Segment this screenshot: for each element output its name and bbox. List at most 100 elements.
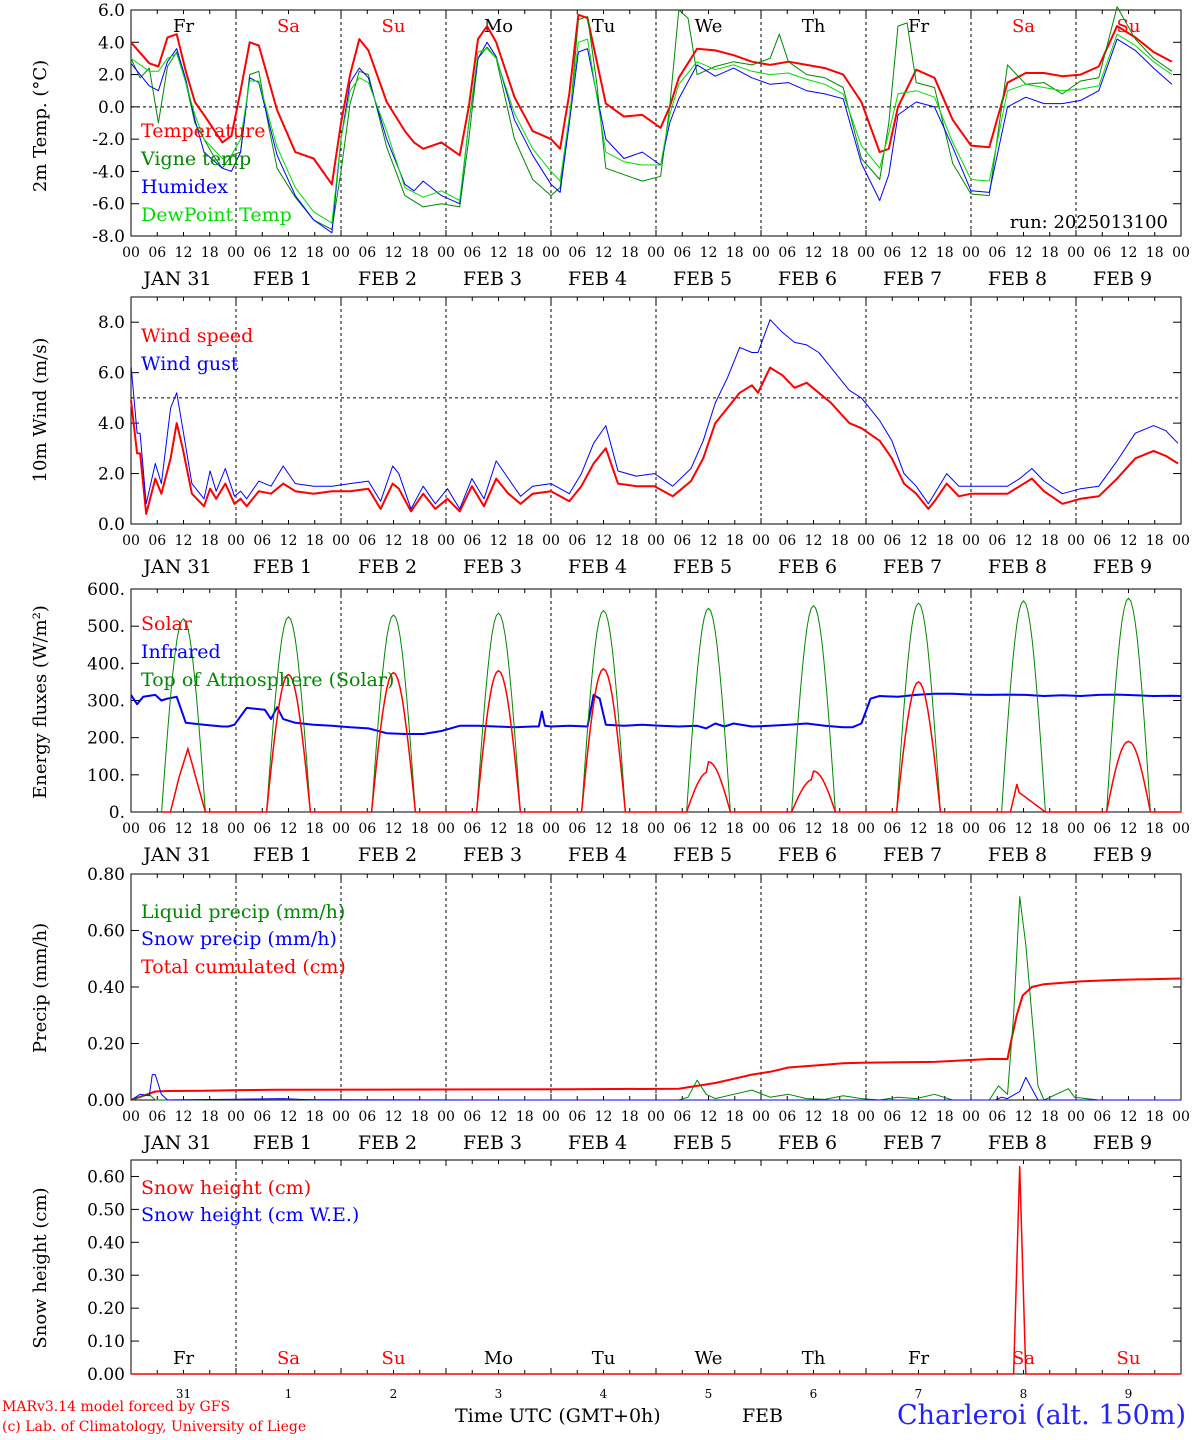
hour-tick-label: 00 [542, 533, 560, 549]
hour-tick-label: 12 [385, 533, 403, 549]
hour-tick-label: 12 [910, 1109, 928, 1125]
date-label: FEB 6 [778, 556, 837, 578]
hour-tick-label: 18 [411, 821, 429, 837]
hour-tick-label: 06 [883, 245, 901, 261]
hour-tick-label: 00 [227, 821, 245, 837]
date-label: FEB 1 [253, 556, 312, 578]
date-label: FEB 3 [463, 268, 522, 290]
hour-tick-label: 00 [1067, 533, 1085, 549]
hour-tick-label: 18 [516, 821, 534, 837]
series-solar [161, 667, 1181, 813]
hour-tick-label: 06 [358, 821, 376, 837]
hour-tick-label: 00 [437, 245, 455, 261]
date-label: FEB 7 [883, 556, 942, 578]
hour-tick-label: 00 [752, 821, 770, 837]
y-axis-title: Energy fluxes (W/m²) [30, 605, 51, 799]
y-tick-label: 0.80 [87, 865, 125, 885]
hour-tick-label: 18 [306, 533, 324, 549]
hour-tick-label: 00 [227, 533, 245, 549]
weekday-label: Th [802, 16, 826, 37]
hour-tick-label: 12 [1120, 245, 1138, 261]
hour-tick-label: 00 [1172, 1109, 1190, 1125]
y-tick-label: 0.60 [87, 922, 125, 942]
hour-tick-label: 18 [726, 821, 744, 837]
date-label: FEB 8 [988, 268, 1047, 290]
bottom-day-number: 9 [1125, 1387, 1133, 1401]
hour-tick-label: 12 [910, 821, 928, 837]
weekday-label: Fr [173, 16, 194, 37]
legend-entry: Solar [141, 613, 193, 635]
hour-tick-label: 06 [148, 533, 166, 549]
hour-tick-label: 00 [857, 245, 875, 261]
y-tick-label: 0.40 [87, 1233, 125, 1253]
y-tick-label: 0.00 [87, 1091, 125, 1111]
hour-tick-label: 18 [411, 1109, 429, 1125]
series-humidex [130, 38, 1173, 234]
weekday-label: Mo [484, 1348, 513, 1369]
bottom-day-number: 1 [285, 1387, 293, 1401]
hour-tick-label: 18 [621, 821, 639, 837]
hour-tick-label: 12 [490, 1109, 508, 1125]
y-tick-label: 500. [87, 617, 125, 637]
hour-tick-label: 12 [805, 1109, 823, 1125]
y-tick-label: -8.0 [92, 227, 125, 247]
weekday-label: Su [382, 1348, 406, 1369]
hour-tick-label: 12 [700, 533, 718, 549]
hour-tick-label: 18 [1146, 821, 1164, 837]
hour-tick-label: 18 [1041, 245, 1059, 261]
date-label: FEB 7 [883, 844, 942, 866]
hour-tick-label: 06 [253, 245, 271, 261]
hour-tick-label: 06 [883, 821, 901, 837]
hour-tick-label: 18 [621, 1109, 639, 1125]
y-tick-label: -2.0 [92, 130, 125, 150]
weekday-label: We [695, 16, 723, 37]
hour-tick-label: 06 [568, 245, 586, 261]
hour-tick-label: 12 [700, 245, 718, 261]
legend-entry: Total cumulated (cm) [141, 956, 346, 978]
y-tick-label: -6.0 [92, 195, 125, 215]
legend-entry: Wind speed [141, 325, 253, 347]
hour-tick-label: 18 [1146, 533, 1164, 549]
hour-tick-label: 00 [857, 533, 875, 549]
hour-tick-label: 12 [595, 1109, 613, 1125]
hour-tick-label: 00 [962, 1109, 980, 1125]
hour-tick-label: 12 [1120, 1109, 1138, 1125]
panel-frame-3 [130, 588, 1182, 813]
date-label: FEB 8 [988, 1132, 1047, 1154]
hour-tick-label: 18 [201, 1109, 219, 1125]
hour-tick-label: 06 [568, 1109, 586, 1125]
y-tick-label: 0.20 [87, 1035, 125, 1055]
hour-tick-label: 00 [752, 245, 770, 261]
hour-tick-label: 18 [201, 821, 219, 837]
date-label: FEB 6 [778, 844, 837, 866]
hour-tick-label: 00 [542, 1109, 560, 1125]
hour-tick-label: 06 [1093, 245, 1111, 261]
legend-entry: Temperature [141, 120, 265, 142]
y-tick-label: 100. [87, 766, 125, 786]
hour-tick-label: 12 [595, 533, 613, 549]
weekday-label: Tu [592, 1348, 616, 1369]
hour-tick-label: 12 [805, 533, 823, 549]
y-tick-label: 0.50 [87, 1200, 125, 1220]
hour-tick-label: 12 [595, 821, 613, 837]
hour-tick-label: 18 [306, 1109, 324, 1125]
bottom-day-number: 8 [1020, 1387, 1028, 1401]
weekday-label: Fr [908, 1348, 929, 1369]
weekday-label: Th [802, 1348, 826, 1369]
hour-tick-label: 18 [306, 245, 324, 261]
date-label: FEB 2 [358, 556, 417, 578]
hour-tick-label: 00 [227, 1109, 245, 1125]
hour-tick-label: 06 [568, 533, 586, 549]
hour-tick-label: 12 [1015, 245, 1033, 261]
hour-tick-label: 18 [1146, 245, 1164, 261]
hour-tick-label: 00 [1172, 245, 1190, 261]
hour-tick-label: 00 [752, 533, 770, 549]
hour-tick-label: 00 [122, 1109, 140, 1125]
hour-tick-label: 06 [253, 1109, 271, 1125]
hour-tick-label: 06 [778, 821, 796, 837]
bottom-day-number: 3 [495, 1387, 503, 1401]
bottom-day-number: 5 [705, 1387, 713, 1401]
hour-tick-label: 18 [1041, 1109, 1059, 1125]
y-tick-label: 0.10 [87, 1332, 125, 1352]
y-tick-label: 0.0 [98, 515, 125, 535]
